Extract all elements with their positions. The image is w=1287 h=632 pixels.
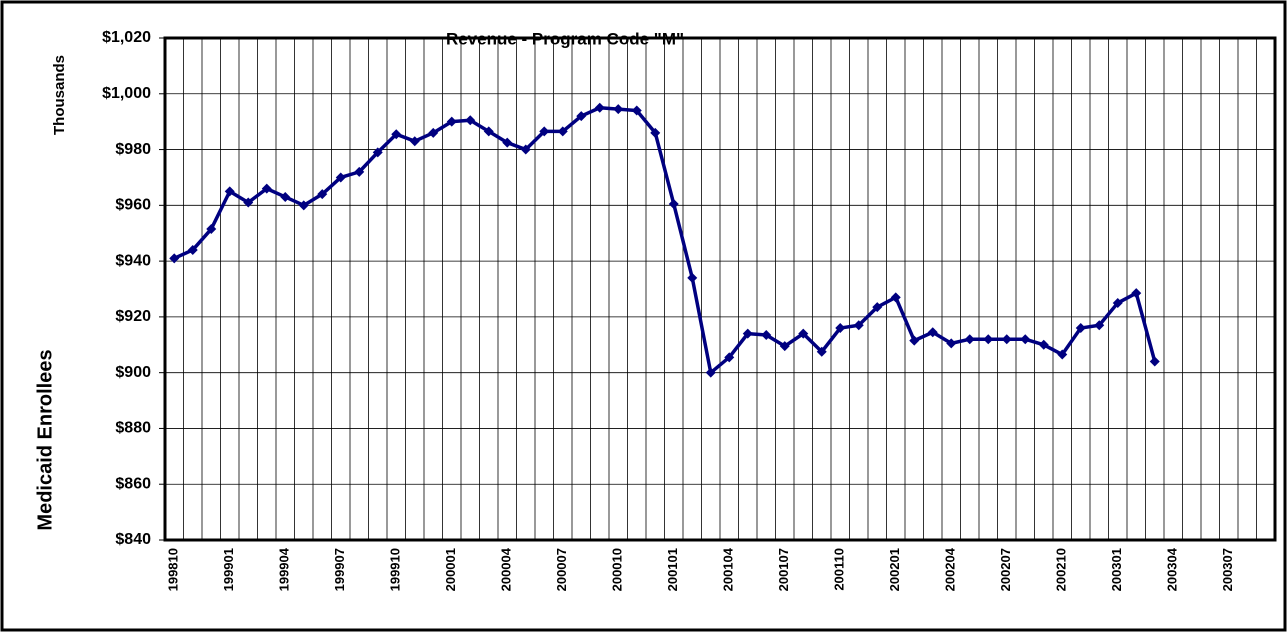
point-marker	[1075, 323, 1086, 334]
x-tick-label: 199904	[277, 547, 292, 591]
point-marker	[1149, 356, 1160, 367]
point-marker	[1057, 349, 1068, 360]
point-marker	[465, 115, 476, 126]
point-marker	[687, 272, 698, 283]
point-marker	[1112, 297, 1123, 308]
x-tick-label: 199907	[332, 548, 347, 591]
point-marker	[187, 244, 198, 255]
y-tick-label: $880	[115, 420, 151, 437]
point-marker	[502, 137, 513, 148]
x-tick-label: 200007	[554, 548, 569, 591]
point-marker	[539, 126, 550, 137]
y-tick-label: $920	[115, 308, 151, 325]
point-marker	[1094, 320, 1105, 331]
point-marker	[372, 147, 383, 158]
y-tick-label: $840	[115, 531, 151, 548]
point-marker	[890, 292, 901, 303]
y-tick-label: $940	[115, 252, 151, 269]
point-marker	[742, 328, 753, 339]
x-tick-label: 200107	[776, 548, 791, 591]
point-marker	[1001, 334, 1012, 345]
point-marker	[483, 126, 494, 137]
point-marker	[169, 253, 180, 264]
x-tick-label: 200301	[1109, 548, 1124, 591]
x-tick-label: 200004	[499, 547, 514, 591]
point-marker	[779, 341, 790, 352]
x-tick-label: 199910	[388, 548, 403, 591]
point-marker	[391, 129, 402, 140]
x-tick-label: 199901	[221, 548, 236, 591]
y-tick-label: $960	[115, 197, 151, 214]
point-marker	[243, 197, 254, 208]
point-marker	[280, 191, 291, 202]
point-marker	[409, 136, 420, 147]
y-axis-label: Medicaid Enrollees	[34, 349, 56, 530]
point-marker	[927, 327, 938, 338]
point-marker	[946, 338, 957, 349]
point-marker	[446, 116, 457, 127]
point-marker	[983, 334, 994, 345]
point-marker	[557, 126, 568, 137]
point-marker	[909, 335, 920, 346]
point-marker	[816, 346, 827, 357]
x-tick-label: 200001	[443, 548, 458, 591]
point-marker	[1038, 339, 1049, 350]
x-tick-label: 199810	[166, 548, 181, 591]
x-tick-label: 200207	[998, 548, 1013, 591]
point-marker	[724, 352, 735, 363]
point-marker	[964, 334, 975, 345]
plot-frame	[163, 36, 1277, 542]
point-marker	[872, 302, 883, 313]
x-tick-label: 200307	[1220, 548, 1235, 591]
x-tick-label: 200201	[887, 548, 902, 591]
point-marker	[668, 198, 679, 209]
point-marker	[594, 102, 605, 113]
point-marker	[317, 189, 328, 200]
y-units-label: Thousands	[51, 55, 68, 135]
point-marker	[613, 104, 624, 115]
y-tick-label: $860	[115, 475, 151, 492]
x-tick-label: 200210	[1054, 548, 1069, 591]
point-marker	[798, 328, 809, 339]
point-marker	[206, 224, 217, 235]
point-marker	[1131, 288, 1142, 299]
point-marker	[650, 127, 661, 138]
y-tick-label: $1,020	[102, 29, 151, 46]
y-tick-label: $900	[115, 364, 151, 381]
point-marker	[1020, 334, 1031, 345]
point-marker	[261, 183, 272, 194]
point-marker	[298, 200, 309, 211]
point-marker	[705, 367, 716, 378]
x-tick-label: 200010	[610, 548, 625, 591]
y-tick-label: $980	[115, 141, 151, 158]
x-tick-label: 200204	[943, 547, 958, 591]
point-marker	[224, 186, 235, 197]
point-marker	[520, 144, 531, 155]
x-tick-label: 200101	[665, 548, 680, 591]
point-marker	[761, 330, 772, 341]
point-marker	[428, 127, 439, 138]
y-tick-label: $1,000	[102, 85, 151, 102]
point-marker	[835, 323, 846, 334]
x-tick-label: 200104	[721, 547, 736, 591]
point-marker	[354, 166, 365, 177]
x-tick-label: 200304	[1165, 547, 1180, 591]
point-marker	[853, 320, 864, 331]
x-tick-label: 200110	[832, 548, 847, 591]
point-marker	[576, 111, 587, 122]
point-marker	[631, 105, 642, 116]
point-marker	[335, 172, 346, 183]
